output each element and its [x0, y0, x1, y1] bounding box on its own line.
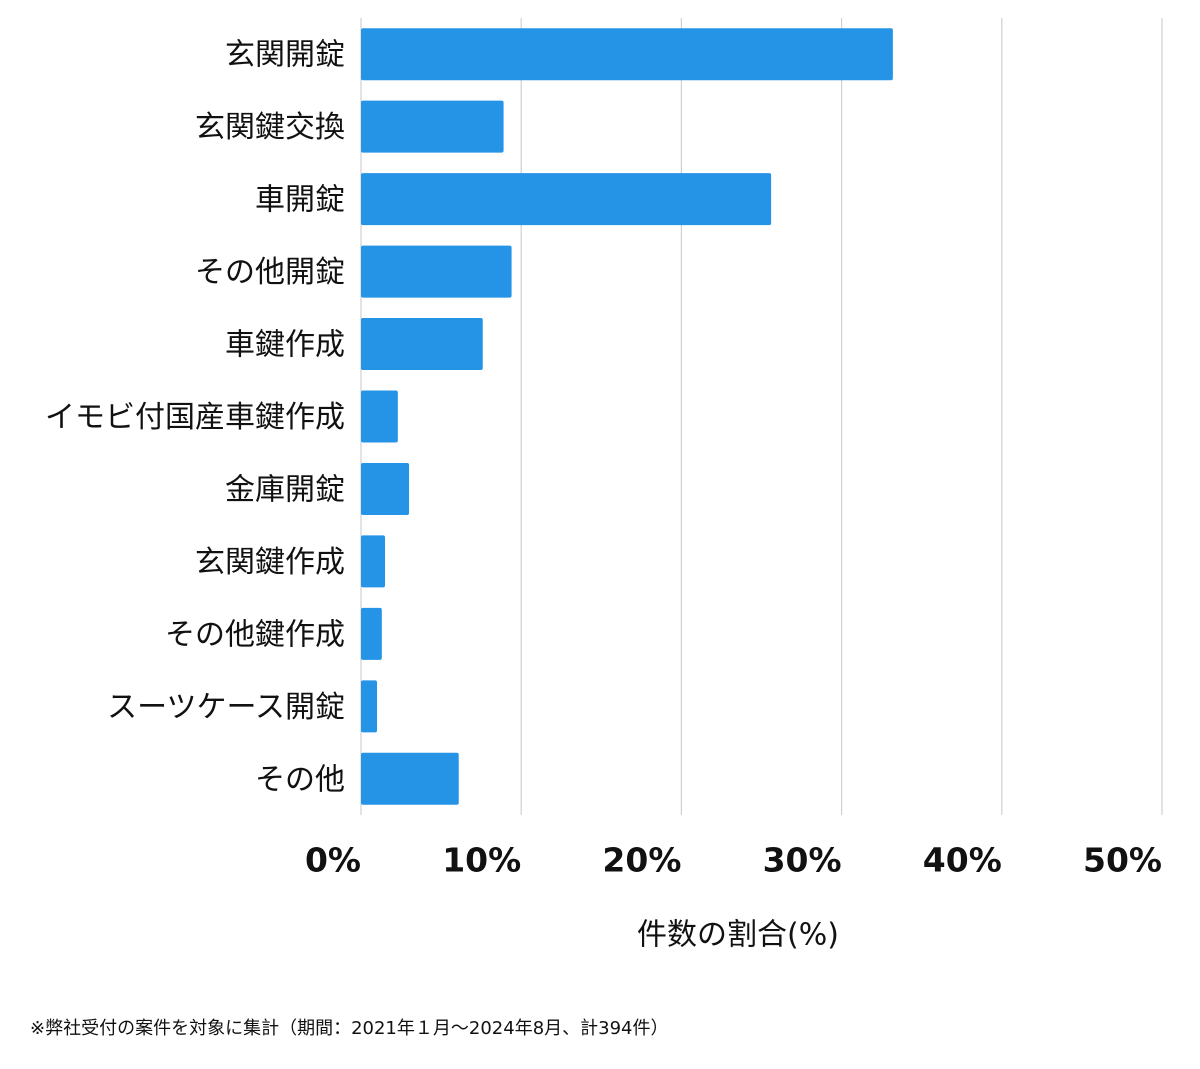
bar — [361, 462, 410, 515]
bar — [361, 752, 459, 805]
bar — [361, 100, 504, 153]
x-axis-label: 件数の割合(%) — [637, 918, 839, 953]
footnote: ※弊社受付の案件を対象に集計（期間：2021年１月〜2024年8月、計394件） — [30, 1018, 669, 1039]
bar — [361, 680, 378, 733]
y-tick-label: その他鍵作成 — [165, 617, 345, 652]
x-tick-label: 10% — [442, 841, 521, 880]
y-tick-label: その他 — [255, 762, 345, 797]
y-tick-label: イモビ付国産車鍵作成 — [45, 400, 345, 435]
y-tick-label: 車開錠 — [255, 183, 345, 218]
y-tick-label: 玄関開錠 — [225, 38, 345, 73]
bar — [361, 245, 512, 298]
bar — [361, 28, 893, 81]
bar — [361, 173, 772, 226]
bar — [361, 607, 382, 660]
x-tick-label: 30% — [763, 841, 842, 880]
y-tick-label: 玄関鍵交換 — [195, 110, 345, 145]
x-tick-label: 50% — [1083, 841, 1162, 880]
y-tick-label: 車鍵作成 — [225, 328, 345, 363]
bar — [361, 390, 398, 443]
bar — [361, 535, 386, 588]
y-tick-label: スーツケース開錠 — [107, 690, 345, 725]
x-tick-label: 40% — [923, 841, 1002, 880]
y-tick-label: 玄関鍵作成 — [195, 545, 345, 580]
x-tick-label: 20% — [602, 841, 681, 880]
x-tick-label: 0% — [305, 841, 361, 880]
y-tick-label: 金庫開錠 — [225, 472, 345, 507]
y-tick-label: その他開錠 — [195, 255, 345, 290]
bar — [361, 318, 483, 371]
